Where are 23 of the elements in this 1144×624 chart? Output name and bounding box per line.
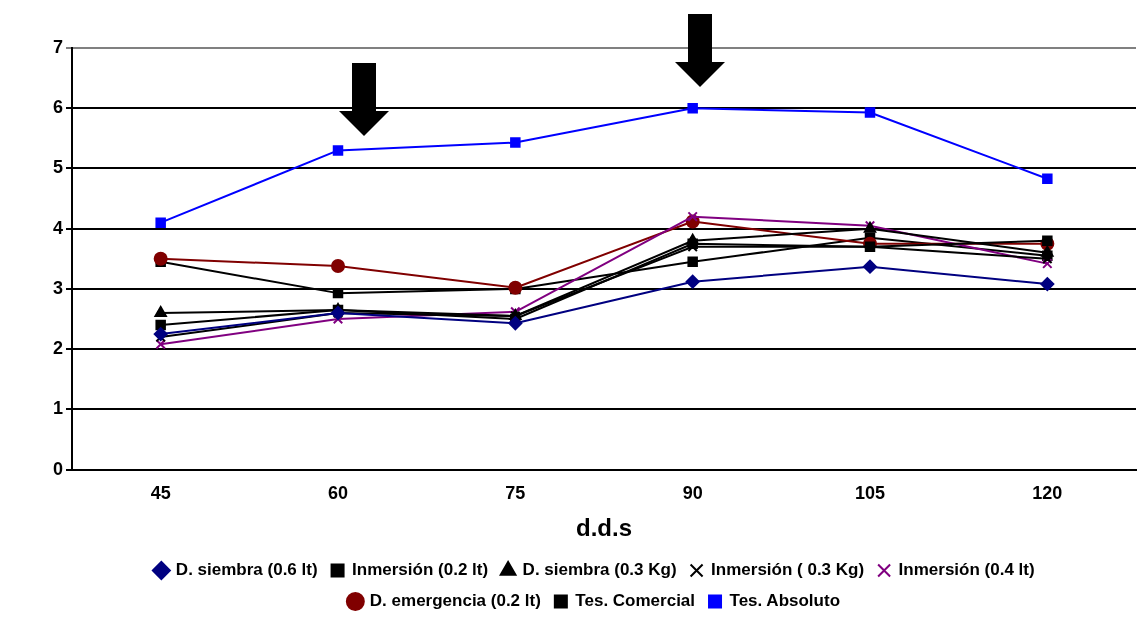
x-tick-label: 45 [150,483,171,504]
x-axis-title: d.d.s [576,514,633,542]
y-tick-label: 4 [53,217,64,238]
y-tick-label: 1 [53,398,64,419]
x-tick-label: 60 [327,483,349,504]
y-tick-label: 2 [53,338,64,359]
y-tick-label: 3 [53,277,64,298]
legend-label: D. siembra (0.3 Kg) [522,560,677,580]
x-tick-label: 105 [854,483,886,504]
legend-label: Tes. Absoluto [729,591,841,611]
legend-label: Inmersión (0.4 lt) [898,560,1035,580]
y-tick-label: 7 [53,36,64,57]
x-tick-label: 120 [1032,483,1063,504]
y-tick-label: 0 [53,458,64,479]
legend-label: D. emergencia (0.2 lt) [369,591,541,611]
y-tick-label: 5 [53,157,64,178]
legend-label: D. siembra (0.6 lt) [175,560,318,580]
y-tick-label: 6 [53,97,64,118]
x-tick-label: 75 [505,483,526,504]
x-tick-label: 90 [682,483,703,504]
legend-label: Inmersión ( 0.3 Kg) [711,560,865,580]
legend-label: Tes. Comercial [575,591,696,611]
legend-label: Inmersión (0.2 lt) [352,560,489,580]
